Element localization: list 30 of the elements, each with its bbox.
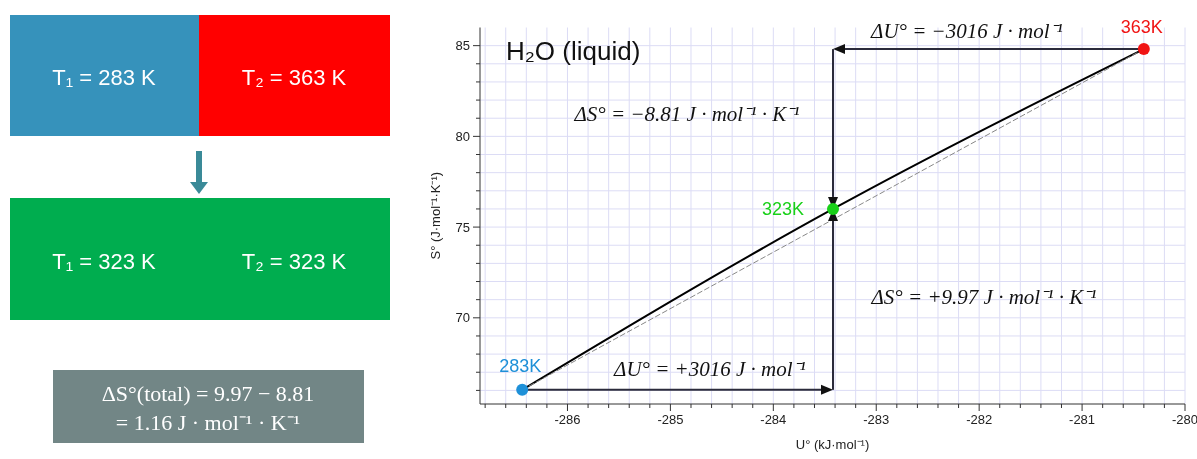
point (827, 202, 840, 215)
series-label: 283K (499, 355, 542, 376)
series-label: 363K (1120, 17, 1163, 38)
point (516, 383, 529, 396)
x-tick-label: -283 (863, 412, 890, 427)
y-axis-title: S° (J·mol⁻¹·K⁻¹) (428, 171, 443, 260)
text: T₂ = 323 K (241, 248, 347, 274)
x-tick-label: -282 (966, 412, 993, 427)
text: T₁ = 323 K (52, 248, 157, 274)
text: T₁ = 283 K (52, 64, 157, 90)
x-axis-title: U° (kJ·mol⁻¹) (795, 437, 870, 452)
x-tick-label: -280 (1171, 412, 1197, 427)
text: = 1.16 J · mol⁻¹ · K⁻¹ (115, 409, 301, 435)
text: ΔS°(total) = 9.97 − 8.81 (101, 380, 315, 406)
annotation: ΔS° = +9.97 J · mol⁻¹ · K⁻¹ (870, 285, 1097, 309)
text: T₂ = 363 K (241, 64, 347, 90)
y-tick-label: 70 (455, 310, 470, 326)
x-tick-label: -285 (657, 412, 684, 427)
series-label: 323K (761, 198, 805, 219)
x-tick-label: -286 (554, 412, 581, 427)
x-tick-label: -281 (1069, 412, 1096, 427)
annotation: ΔU° = −3016 J · mol⁻¹ (870, 19, 1063, 43)
point (1137, 43, 1150, 56)
y-tick-label: 75 (455, 219, 470, 235)
y-tick-label: 85 (455, 38, 470, 54)
annotation: ΔS° = −8.81 J · mol⁻¹ · K⁻¹ (573, 102, 800, 126)
chart-title: H₂O (liquid) (506, 35, 641, 66)
annotation: ΔU° = +3016 J · mol⁻¹ (613, 357, 806, 381)
x-tick-label: -284 (760, 412, 787, 427)
y-tick-label: 80 (455, 128, 470, 144)
